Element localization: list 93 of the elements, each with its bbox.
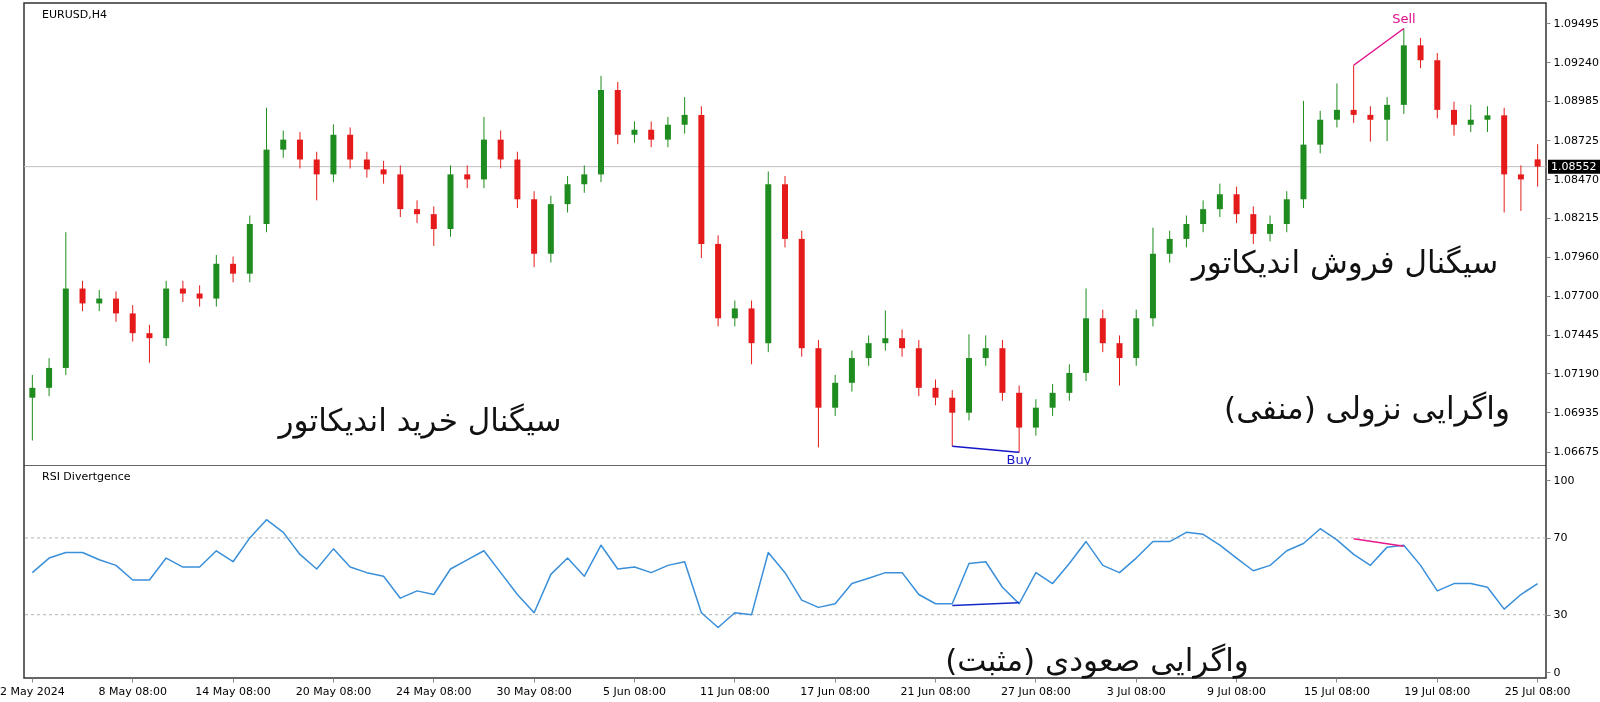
x-tick-label: 25 Jul 08:00 xyxy=(1504,684,1571,698)
annotation: واگرایی نزولی (منفی) xyxy=(1224,390,1510,426)
candlestick xyxy=(1350,64,1357,124)
y-tick-label: 1.06675 xyxy=(1553,445,1599,459)
y-tick-label: 1.07445 xyxy=(1553,328,1599,342)
candlestick xyxy=(882,309,889,352)
x-tick-label: 30 May 08:00 xyxy=(496,684,572,698)
line-series xyxy=(31,518,1539,629)
candlestick xyxy=(380,160,387,185)
candlestick xyxy=(29,374,36,441)
x-tick-label: 14 May 08:00 xyxy=(195,684,271,698)
candlestick xyxy=(1267,215,1274,242)
x-tick-label: 3 Jul 08:00 xyxy=(1106,684,1166,698)
x-tick-label: 11 Jun 08:00 xyxy=(699,684,770,698)
candlestick xyxy=(681,96,688,135)
candlestick xyxy=(363,151,370,179)
candlestick xyxy=(196,284,203,308)
candlestick xyxy=(430,205,437,247)
x-tick-label: 2 May 2024 xyxy=(0,684,65,698)
candlestick xyxy=(1183,215,1190,248)
y-tick-label: 100 xyxy=(1553,473,1575,487)
candlestick xyxy=(1417,37,1424,69)
annotation: Sell xyxy=(1392,10,1416,26)
y-tick-label: 1.06935 xyxy=(1553,405,1599,419)
candlestick xyxy=(664,116,671,148)
candlestick xyxy=(1049,383,1056,417)
y-tick-label: 1.07700 xyxy=(1553,289,1599,303)
candlestick xyxy=(581,164,588,194)
x-tick-label: 5 Jun 08:00 xyxy=(603,684,666,698)
candlestick xyxy=(280,130,287,159)
candlestick xyxy=(1333,82,1340,128)
candlestick xyxy=(464,164,471,189)
y-tick-label: 1.08985 xyxy=(1553,94,1599,108)
candlestick xyxy=(1467,104,1474,133)
text: RSI Divertgence xyxy=(42,470,131,483)
candlestick xyxy=(129,304,136,343)
x-tick-label: 15 Jul 08:00 xyxy=(1303,684,1370,698)
y-tick-label: 1.07190 xyxy=(1553,366,1599,380)
x-tick-label: 8 May 08:00 xyxy=(98,684,167,698)
y-tick-label: 1.08725 xyxy=(1553,133,1599,147)
candlestick xyxy=(1250,205,1257,245)
y-tick-label: 1.08470 xyxy=(1553,172,1599,186)
y-tick-label: 70 xyxy=(1553,531,1568,545)
x-tick-label: 21 Jun 08:00 xyxy=(900,684,971,698)
candlestick xyxy=(1534,143,1541,188)
candlestick xyxy=(631,120,638,144)
annotation: سیگنال خرید اندیکاتور xyxy=(278,402,562,438)
candlestick xyxy=(79,280,86,312)
y-tick-label: 1.09495 xyxy=(1553,16,1599,30)
candlestick xyxy=(46,357,53,397)
annotation: سیگنال فروش اندیکاتور xyxy=(1191,244,1499,280)
candlestick xyxy=(1200,199,1207,233)
candlestick xyxy=(949,389,956,447)
y-tick-label: 0 xyxy=(1553,665,1561,679)
x-tick-label: 19 Jul 08:00 xyxy=(1404,684,1471,698)
candlestick xyxy=(982,334,989,367)
candlestick xyxy=(146,324,153,364)
annotation: واگرایی صعودی (مثبت) xyxy=(945,642,1249,678)
x-tick-label: 17 Jun 08:00 xyxy=(800,684,871,698)
candlestick xyxy=(932,378,939,406)
candlestick xyxy=(1451,101,1458,137)
candlestick xyxy=(497,130,504,169)
candlestick xyxy=(112,290,119,323)
ref-line-label: 1.08552 xyxy=(1551,159,1597,173)
candlestick xyxy=(1517,164,1524,212)
candlestick xyxy=(296,131,303,169)
y-tick-label: 1.08215 xyxy=(1553,211,1599,225)
candlestick xyxy=(865,334,872,367)
text: EURUSD,H4 xyxy=(42,8,107,21)
candlestick xyxy=(1233,186,1240,224)
x-tick-label: 20 May 08:00 xyxy=(295,684,372,698)
candlestick xyxy=(899,328,906,358)
candlestick xyxy=(1116,334,1123,387)
candlestick xyxy=(1032,398,1039,437)
candlestick xyxy=(564,175,571,213)
candlestick xyxy=(648,120,655,148)
candlestick xyxy=(1216,183,1223,218)
candlestick xyxy=(731,300,738,327)
candlestick xyxy=(1066,363,1073,402)
candlestick xyxy=(1384,96,1391,142)
candlestick xyxy=(1484,105,1491,133)
candlestick xyxy=(1166,230,1173,264)
x-tick-label: 24 May 08:00 xyxy=(396,684,472,698)
candlestick xyxy=(313,151,320,201)
x-tick-label: 27 Jun 08:00 xyxy=(1000,684,1071,698)
candlestick xyxy=(414,199,421,224)
y-tick-label: 30 xyxy=(1553,608,1568,622)
y-tick-label: 1.07960 xyxy=(1553,250,1599,264)
y-tick-label: 1.09240 xyxy=(1553,55,1599,69)
candlestick xyxy=(1367,105,1374,143)
candlestick xyxy=(179,280,186,303)
x-tick-label: 9 Jul 08:00 xyxy=(1207,684,1267,698)
candlestick xyxy=(230,256,237,283)
